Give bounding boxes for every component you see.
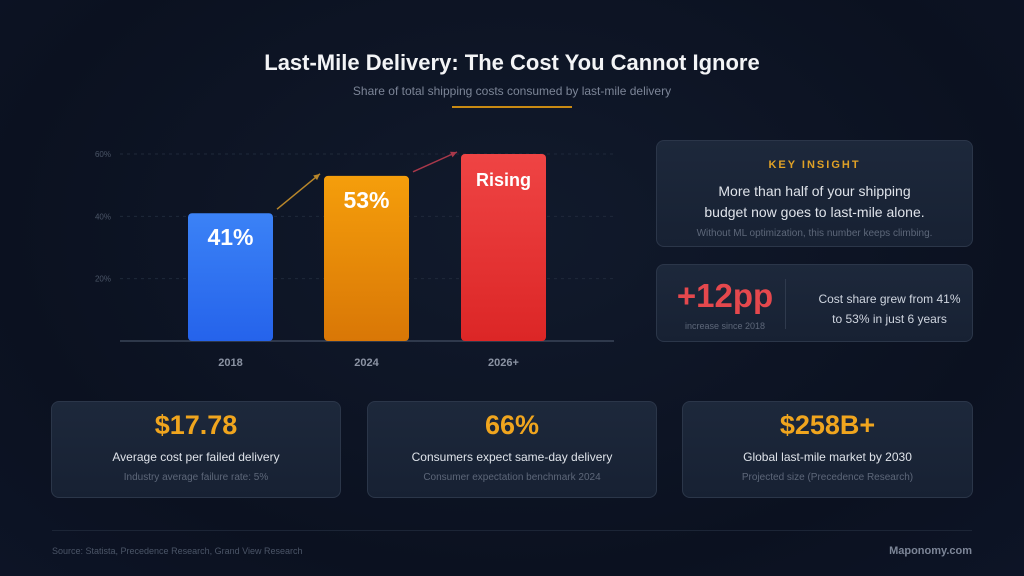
x-tick-label: 2018 bbox=[218, 357, 242, 369]
x-tick-label: 2024 bbox=[354, 357, 379, 369]
stat-label: Global last-mile market by 2030 bbox=[743, 450, 912, 464]
bar-2018 bbox=[188, 213, 273, 341]
brand-name: Maponomy.com bbox=[889, 545, 972, 557]
stat-label: Average cost per failed delivery bbox=[112, 450, 280, 464]
bar-data-label: 53% bbox=[343, 187, 389, 213]
arrow-head-icon bbox=[450, 151, 457, 158]
stat-value: $17.78 bbox=[154, 410, 238, 440]
bar-2026+ bbox=[461, 154, 546, 341]
stat-card-market-size: $258B+ Global last-mile market by 2030 P… bbox=[682, 401, 973, 498]
source-note: Source: Statista, Precedence Research, G… bbox=[52, 546, 303, 556]
page-title: Last-Mile Delivery: The Cost You Cannot … bbox=[264, 50, 760, 75]
y-tick-label: 40% bbox=[95, 212, 111, 221]
key-insight-note: Without ML optimization, this number kee… bbox=[696, 228, 933, 239]
bar-data-label: 41% bbox=[207, 224, 253, 250]
divider bbox=[785, 279, 786, 329]
bar-data-label: Rising bbox=[476, 170, 531, 190]
growth-value: +12pp bbox=[676, 277, 774, 314]
bar-2024 bbox=[324, 175, 409, 341]
growth-subtext: increase since 2018 bbox=[684, 321, 766, 331]
stat-value: $258B+ bbox=[779, 410, 876, 440]
key-insight-line-2: budget now goes to last-mile alone. bbox=[704, 204, 925, 220]
key-insight-card: KEY INSIGHT More than half of your shipp… bbox=[656, 140, 973, 247]
growth-line-2: to 53% in just 6 years bbox=[832, 312, 947, 326]
stat-card-failed-delivery: $17.78 Average cost per failed delivery … bbox=[51, 401, 341, 498]
bar-chart: 20% 40% 60% 41% 2018 53% 2024 Rising 2026+ bbox=[95, 150, 614, 369]
stat-card-same-day: 66% Consumers expect same-day delivery C… bbox=[367, 401, 657, 498]
trend-arrow bbox=[276, 173, 321, 210]
stat-value: 66% bbox=[484, 410, 540, 440]
key-insight-line-1: More than half of your shipping bbox=[718, 183, 911, 199]
growth-line-1: Cost share grew from 41% bbox=[818, 292, 961, 306]
trend-arrow bbox=[412, 151, 458, 173]
stat-note: Consumer expectation benchmark 2024 bbox=[423, 472, 601, 483]
growth-card: +12pp increase since 2018 Cost share gre… bbox=[656, 264, 973, 342]
stat-note: Projected size (Precedence Research) bbox=[741, 472, 914, 483]
title-underline bbox=[452, 106, 572, 108]
y-tick-label: 20% bbox=[95, 275, 111, 284]
x-tick-label: 2026+ bbox=[488, 357, 519, 369]
arrow-head-icon bbox=[313, 173, 320, 181]
key-insight-label: KEY INSIGHT bbox=[768, 159, 861, 171]
stat-label: Consumers expect same-day delivery bbox=[411, 450, 613, 464]
y-tick-label: 60% bbox=[95, 150, 111, 159]
stat-note: Industry average failure rate: 5% bbox=[123, 472, 269, 483]
page-subtitle: Share of total shipping costs consumed b… bbox=[352, 84, 672, 98]
footer-divider bbox=[52, 530, 972, 531]
